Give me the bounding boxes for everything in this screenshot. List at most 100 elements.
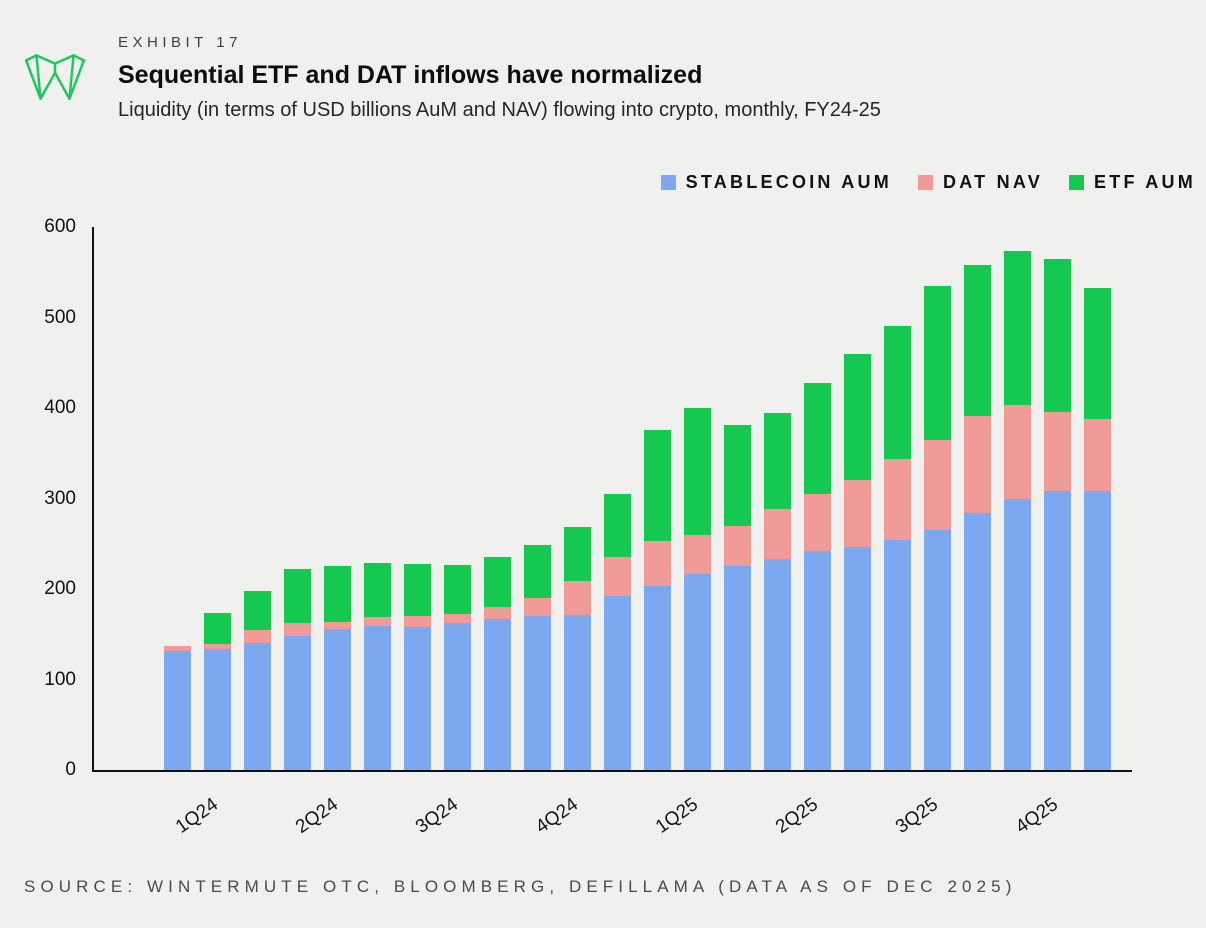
bar-segment-dat <box>1084 418 1111 492</box>
bar-segment-stablecoin <box>724 566 751 770</box>
x-axis-label: 4Q24 <box>531 794 583 838</box>
bar-segment-stablecoin <box>164 650 191 770</box>
bar <box>1044 258 1071 770</box>
bar-segment-stablecoin <box>244 643 271 770</box>
plot-area <box>92 227 1132 772</box>
exhibit-label: EXHIBIT 17 <box>118 34 242 51</box>
bar-segment-etf <box>364 562 391 618</box>
bar <box>284 569 311 770</box>
x-axis-label: 4Q25 <box>1011 794 1063 838</box>
bar <box>1004 250 1031 770</box>
bar-segment-dat <box>564 580 591 616</box>
bar-segment-stablecoin <box>204 648 231 770</box>
x-axis-label: 2Q25 <box>771 794 823 838</box>
bar-segment-dat <box>764 509 791 560</box>
bar <box>484 557 511 770</box>
bar-segment-etf <box>404 563 431 617</box>
bar <box>684 408 711 770</box>
bar <box>884 325 911 770</box>
bar-segment-dat <box>1044 411 1071 492</box>
page-subtitle: Liquidity (in terms of USD billions AuM … <box>118 99 881 121</box>
bar-segment-dat <box>324 621 351 629</box>
page-title: Sequential ETF and DAT inflows have norm… <box>118 61 703 89</box>
bar-segment-stablecoin <box>564 615 591 770</box>
bar-segment-dat <box>404 616 431 627</box>
bar <box>804 382 831 770</box>
wintermute-logo-icon <box>24 54 86 100</box>
bar-segment-stablecoin <box>324 628 351 770</box>
x-axis-label: 3Q24 <box>411 794 463 838</box>
bar-segment-dat <box>1004 405 1031 500</box>
bar-segment-stablecoin <box>884 540 911 770</box>
bar-segment-dat <box>724 525 751 567</box>
bar <box>204 612 231 770</box>
bar <box>964 265 991 770</box>
bar-segment-etf <box>244 590 271 630</box>
bar-segment-stablecoin <box>404 627 431 770</box>
bar <box>1084 287 1111 770</box>
y-axis-label: 200 <box>44 578 76 599</box>
bar-segment-etf <box>1004 250 1031 406</box>
bar-segment-dat <box>444 614 471 624</box>
bar-segment-dat <box>644 541 671 587</box>
bar <box>924 285 951 770</box>
bar-segment-etf <box>884 325 911 459</box>
bar-segment-dat <box>844 480 871 547</box>
bar-segment-stablecoin <box>1004 499 1031 770</box>
bar-segment-etf <box>204 612 231 645</box>
bar-segment-etf <box>764 412 791 510</box>
bar-segment-stablecoin <box>1044 491 1071 770</box>
bar-segment-etf <box>964 265 991 417</box>
x-axis-label: 2Q24 <box>291 794 343 838</box>
legend-item-dat-nav: DAT NAV <box>917 172 1043 193</box>
y-axis-label: 300 <box>44 487 76 509</box>
bar-segment-etf <box>284 569 311 623</box>
y-axis-label: 500 <box>44 306 76 328</box>
y-axis-label: 100 <box>44 668 76 690</box>
bar-segment-dat <box>284 622 311 637</box>
bar-segment-stablecoin <box>804 551 831 770</box>
y-axis-label: 600 <box>44 216 76 237</box>
legend-item-etf-aum: ETF AUM <box>1068 172 1196 193</box>
y-axis-label: 0 <box>65 759 76 780</box>
bar-segment-stablecoin <box>644 586 671 770</box>
bar-segment-etf <box>724 425 751 526</box>
bar-segment-stablecoin <box>364 626 391 770</box>
bar-segment-etf <box>524 544 551 599</box>
source-note: SOURCE: WINTERMUTE OTC, BLOOMBERG, DEFIL… <box>24 877 1017 896</box>
bar-segment-etf <box>804 382 831 494</box>
bar-segment-etf <box>924 285 951 440</box>
bar-segment-dat <box>484 607 511 619</box>
bar-segment-stablecoin <box>604 596 631 770</box>
bar-segment-etf <box>484 557 511 608</box>
bar-segment-stablecoin <box>844 546 871 770</box>
legend-label-etf-aum: ETF AUM <box>1093 172 1196 192</box>
legend-swatch-dat-nav <box>917 175 933 190</box>
bar <box>404 563 431 770</box>
bar-segment-stablecoin <box>524 616 551 770</box>
bar-segment-etf <box>684 408 711 535</box>
legend-item-stablecoin-aum: STABLECOIN AUM <box>660 172 892 193</box>
bar-segment-dat <box>524 598 551 617</box>
bar-segment-etf <box>844 353 871 481</box>
bar <box>244 590 271 770</box>
bar-segment-dat <box>604 557 631 597</box>
bar-segment-stablecoin <box>444 623 471 770</box>
bar-segment-dat <box>684 534 711 574</box>
bar <box>324 565 351 770</box>
bars <box>164 250 1111 770</box>
bar-segment-stablecoin <box>764 559 791 770</box>
bar-segment-dat <box>964 416 991 513</box>
bar-segment-stablecoin <box>924 530 951 770</box>
bar <box>724 425 751 770</box>
legend-swatch-stablecoin-aum <box>660 175 676 190</box>
bar-segment-etf <box>604 493 631 558</box>
bar <box>644 429 671 770</box>
bar <box>844 353 871 770</box>
x-axis-label: 1Q24 <box>171 794 223 838</box>
legend: STABLECOIN AUM DAT NAV ETF AUM <box>660 172 1196 193</box>
chart-header: EXHIBIT 17 Sequential ETF and DAT inflow… <box>118 34 881 122</box>
legend-swatch-etf-aum <box>1068 175 1084 190</box>
bar-segment-stablecoin <box>1084 491 1111 770</box>
